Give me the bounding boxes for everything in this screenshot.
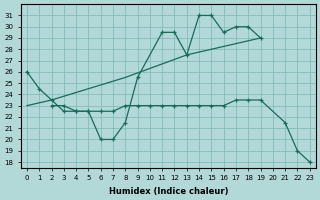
- X-axis label: Humidex (Indice chaleur): Humidex (Indice chaleur): [108, 187, 228, 196]
